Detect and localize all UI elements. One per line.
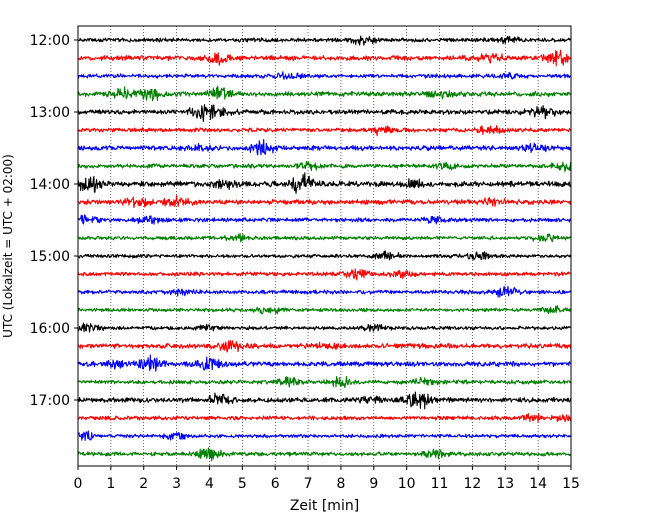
seismic-trace <box>77 354 572 372</box>
seismic-trace <box>77 322 572 333</box>
x-tick-label: 7 <box>304 476 313 492</box>
y-tick-label: 14:00 <box>30 177 70 193</box>
seismic-trace <box>77 430 572 442</box>
x-tick-label: 3 <box>172 476 181 492</box>
x-tick-label: 1 <box>106 476 115 492</box>
x-tick-label: 4 <box>205 476 214 492</box>
y-tick-label: 17:00 <box>30 393 70 409</box>
x-tick-label: 12 <box>463 476 481 492</box>
x-tick-label: 5 <box>238 476 247 492</box>
vertical-grid <box>110 26 539 466</box>
seismic-trace <box>77 391 572 410</box>
seismic-trace <box>77 35 572 46</box>
seismic-trace <box>77 447 572 462</box>
x-axis-ticks: 0 1 2 3 4 5 6 7 8 9 10 11 12 13 14 15 <box>74 466 580 492</box>
y-tick-label: 15:00 <box>30 249 70 265</box>
seismic-trace <box>77 412 572 423</box>
y-axis-label: UTC (Lokalzeit = UTC + 02:00) <box>1 154 15 338</box>
seismic-trace <box>77 49 572 67</box>
seismic-trace <box>77 285 572 298</box>
seismic-trace <box>77 125 572 137</box>
y-tick-label: 16:00 <box>30 321 70 337</box>
x-tick-label: 2 <box>139 476 148 492</box>
seismic-traces <box>77 35 572 462</box>
seismic-trace <box>77 233 572 243</box>
x-tick-label: 11 <box>431 476 449 492</box>
x-tick-label: 13 <box>496 476 514 492</box>
x-axis-label: Zeit [min] <box>290 498 359 514</box>
x-tick-label: 6 <box>271 476 280 492</box>
seismic-trace <box>77 138 572 156</box>
seismic-trace <box>77 214 572 225</box>
x-tick-label: 0 <box>74 476 83 492</box>
seismic-trace <box>77 104 572 123</box>
y-tick-label: 13:00 <box>30 105 70 121</box>
plot-frame <box>77 25 572 467</box>
seismic-trace <box>77 172 572 194</box>
seismic-trace <box>77 195 572 209</box>
x-tick-label: 8 <box>336 476 345 492</box>
seismic-trace <box>77 250 572 261</box>
y-tick-label: 12:00 <box>30 33 70 49</box>
seismic-trace <box>77 71 572 80</box>
x-tick-label: 9 <box>369 476 378 492</box>
seismic-trace <box>77 305 572 315</box>
seismic-trace <box>77 375 572 389</box>
seismic-trace <box>77 85 572 102</box>
y-axis-ticks: 12:00 13:00 14:00 15:00 16:00 17:00 <box>30 33 78 409</box>
seismic-trace <box>77 268 572 281</box>
x-tick-label: 15 <box>562 476 580 492</box>
x-tick-label: 10 <box>398 476 416 492</box>
x-tick-label: 14 <box>529 476 547 492</box>
seismic-trace <box>77 161 572 173</box>
seismic-trace <box>77 339 572 353</box>
